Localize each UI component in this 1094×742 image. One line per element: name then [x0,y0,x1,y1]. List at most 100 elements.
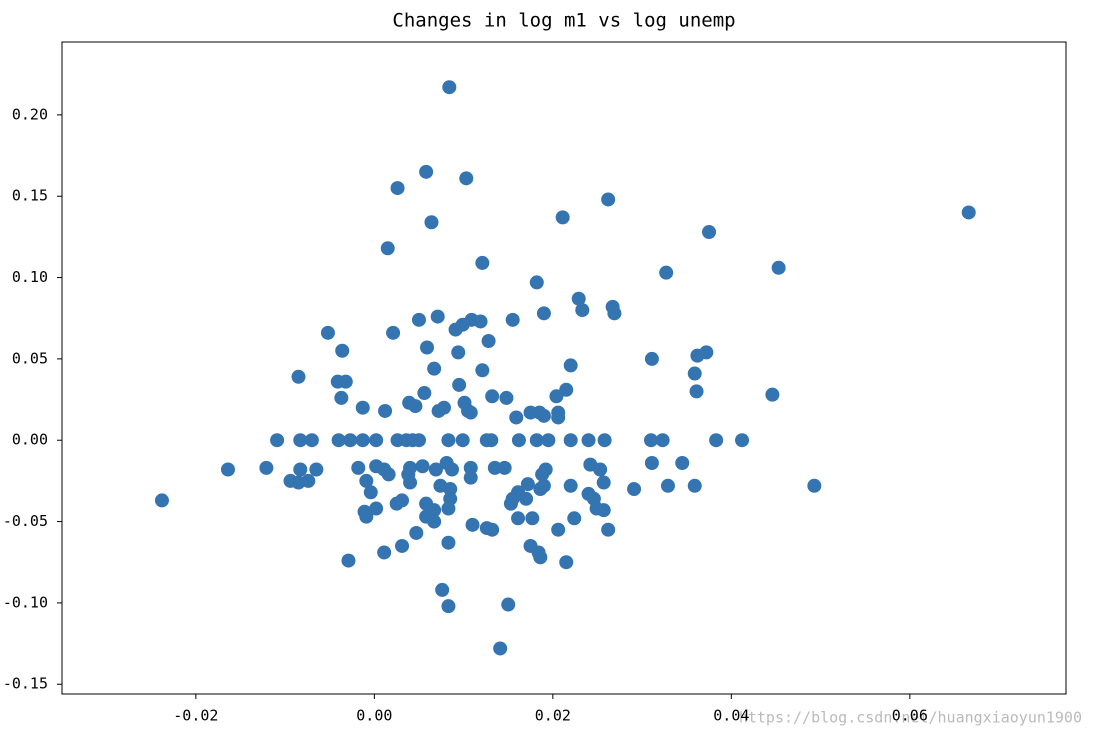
point [359,509,374,524]
point [417,386,432,401]
point [441,501,456,516]
point [427,514,442,529]
point [291,369,306,384]
point [525,511,540,526]
point [511,511,526,526]
point [428,462,443,477]
point [380,241,395,256]
point [493,641,508,656]
point [563,478,578,493]
point [335,343,350,358]
point [555,210,570,225]
point [475,255,490,270]
point [596,503,611,518]
point [444,462,459,477]
y-tick-label: -0.10 [3,593,48,611]
point [536,478,551,493]
point [485,389,500,404]
point [563,358,578,373]
point [519,491,534,506]
point [386,325,401,340]
point [409,525,424,540]
point [293,433,308,448]
point [154,493,169,508]
point [270,433,285,448]
point [709,433,724,448]
x-tick-label: 0.04 [713,707,749,725]
x-tick-label: 0.00 [356,707,392,725]
point [735,433,750,448]
point [509,410,524,425]
point [455,433,470,448]
point [659,265,674,280]
point [408,399,423,414]
point [675,456,690,471]
point [485,522,500,537]
point [463,405,478,420]
point [536,408,551,423]
point [644,351,659,366]
point [420,340,435,355]
chart-title: Changes in log m1 vs log unemp [392,10,735,32]
plot-frame [61,41,1067,695]
point [690,348,705,363]
point [511,433,526,448]
y-tick-label: -0.05 [3,512,48,530]
point [427,361,442,376]
point [452,377,467,392]
point [341,553,356,568]
point [359,473,374,488]
watermark: https://blog.csdn.net/huangxiaoyun1900 [739,709,1082,727]
point [338,374,353,389]
point [607,306,622,321]
point [702,225,717,240]
x-tick-label: 0.06 [892,707,928,725]
point [549,389,564,404]
point [334,390,349,405]
point [501,597,516,612]
point [369,501,384,516]
point [441,599,456,614]
y-tick-label: 0.15 [12,187,48,205]
point [503,496,518,511]
point [293,462,308,477]
y-tick-label: 0.20 [12,105,48,123]
point [351,460,366,475]
point [448,322,463,337]
point [529,433,544,448]
point [765,387,780,402]
point [395,538,410,553]
point [395,493,410,508]
point [369,433,384,448]
point [551,522,566,537]
point [601,522,616,537]
point [459,171,474,186]
point [441,433,456,448]
point [411,312,426,327]
point [559,555,574,570]
point [378,403,393,418]
y-tick-label: 0.10 [12,268,48,286]
point [436,400,451,415]
point [563,433,578,448]
point [377,545,392,560]
point [529,275,544,290]
point [575,303,590,318]
point [441,535,456,550]
point [481,333,496,348]
point [424,215,439,230]
y-tick-label: -0.15 [3,675,48,693]
point [355,400,370,415]
point [442,80,457,95]
point [473,314,488,329]
point [430,309,445,324]
point [220,462,235,477]
point [415,459,430,474]
point [363,485,378,500]
point [487,460,502,475]
point [435,582,450,597]
point [520,477,535,492]
point [687,478,702,493]
point [419,164,434,179]
point [597,433,612,448]
